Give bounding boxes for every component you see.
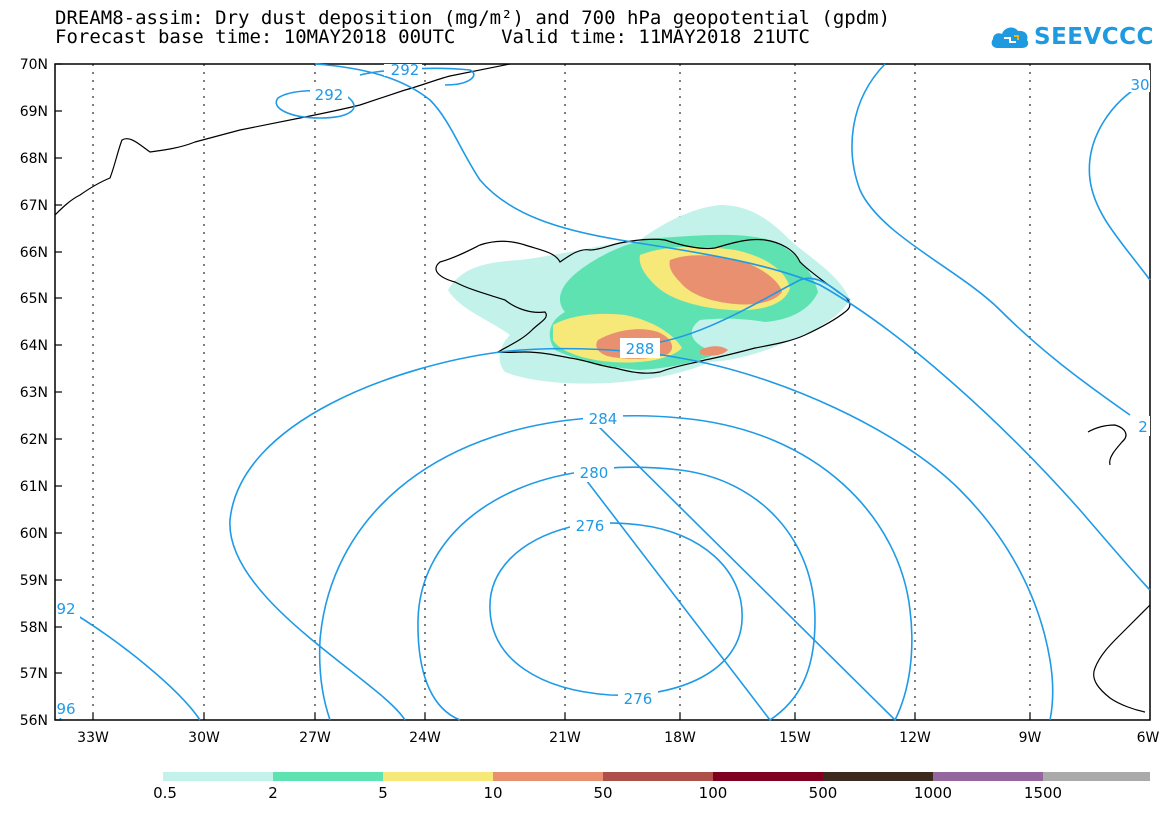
lat-label: 58N: [20, 620, 48, 636]
lat-label: 59N: [20, 573, 48, 589]
contour-288-upper: [639, 277, 851, 346]
lat-label: 66N: [20, 245, 48, 261]
legend-label: 10: [483, 784, 503, 802]
gridlines: [92, 64, 1031, 720]
contour-label-group: 292 292 30 288 284 280 276 276 92 96 2: [56, 61, 1150, 718]
iceland-coast: [435, 238, 851, 374]
contour-292-top: [359, 67, 475, 86]
norway-coast-north: [1087, 424, 1127, 466]
legend-swatch: [603, 772, 713, 781]
map-title-line2: Forecast base time: 10MAY2018 00UTC Vali…: [55, 26, 810, 48]
map-title-line1: DREAM8-assim: Dry dust deposition (mg/m²…: [55, 7, 891, 29]
contour-284: [318, 414, 913, 722]
lat-label: 56N: [20, 713, 48, 729]
legend-label: 50: [593, 784, 613, 802]
lon-label: 21W: [549, 730, 581, 746]
contour-label-296: 96: [56, 700, 75, 718]
contour-label-292-west: 92: [56, 600, 75, 618]
contour-276: [489, 522, 743, 696]
lon-label: 12W: [899, 730, 931, 746]
legend-label: 500: [808, 784, 838, 802]
tick-marks: [55, 63, 1031, 721]
contour-label-276-bottom: 276: [624, 690, 653, 708]
legend-label: 1000: [913, 784, 953, 802]
contour-292: [59, 604, 201, 721]
dust-level-10-east: [700, 346, 728, 356]
contour-label-280: 280: [580, 464, 609, 482]
contour-label-292-top: 292: [391, 61, 420, 79]
lat-label: 64N: [20, 338, 48, 354]
legend-label: 0.5: [153, 784, 177, 802]
legend-swatch: [383, 772, 493, 781]
legend-swatch: [273, 772, 383, 781]
lat-label: 60N: [20, 526, 48, 542]
legend-swatch: [163, 772, 273, 781]
legend-label: 2: [268, 784, 278, 802]
latitude-labels: 70N 69N 68N 67N 66N 65N 64N 63N 62N 61N …: [20, 57, 48, 729]
coastlines: [54, 63, 1151, 713]
contour-292-closed: [275, 89, 355, 119]
lat-label: 65N: [20, 291, 48, 307]
lat-label: 68N: [20, 151, 48, 167]
contour-300: [851, 63, 1131, 416]
lat-label: 57N: [20, 666, 48, 682]
contour-label-284: 284: [589, 410, 618, 428]
legend-label: 5: [378, 784, 388, 802]
legend-label: 1500: [1023, 784, 1063, 802]
lon-label: 6W: [1137, 730, 1160, 746]
lon-label: 15W: [779, 730, 811, 746]
cloud-logo-icon: [991, 27, 1029, 48]
contour-280: [417, 466, 816, 722]
lat-label: 62N: [20, 432, 48, 448]
norway-coast-south: [1093, 604, 1151, 713]
geopotential-contours: [59, 63, 1151, 722]
lat-label: 61N: [20, 479, 48, 495]
dust-deposition-shading: [448, 205, 850, 384]
lon-label: 24W: [409, 730, 441, 746]
legend-swatch: [823, 772, 933, 781]
longitude-labels: 33W 30W 27W 24W 21W 18W 15W 12W 9W 6W: [77, 730, 1159, 746]
legend-swatch: [933, 772, 1043, 781]
legend-labels: 0.5 2 5 10 50 100 500 1000 1500: [0, 784, 1175, 804]
lon-label: 18W: [664, 730, 696, 746]
contour-292-north-left: [314, 63, 1151, 591]
map-frame: [54, 63, 1151, 721]
contour-label-288: 288: [626, 340, 655, 358]
legend-swatch: [1043, 772, 1150, 781]
lat-label: 70N: [20, 57, 48, 73]
contour-label-276-top: 276: [576, 517, 605, 535]
contour-300-east: [1088, 79, 1151, 281]
legend-label: 100: [698, 784, 728, 802]
lon-label: 27W: [299, 730, 331, 746]
lat-label: 63N: [20, 385, 48, 401]
logo-text: SEEVCCC: [1034, 24, 1154, 50]
greenland-coast: [54, 63, 511, 216]
legend-colorbar: [163, 772, 1150, 781]
lon-label: 33W: [77, 730, 109, 746]
contour-label-292-closed: 292: [315, 86, 344, 104]
lon-label: 9W: [1019, 730, 1042, 746]
contour-label-292-east: 2: [1138, 418, 1148, 436]
contour-label-300: 30: [1130, 76, 1149, 94]
lat-label: 67N: [20, 198, 48, 214]
dust-level-10-north: [669, 255, 782, 305]
seevccc-logo: SEEVCCC: [990, 20, 1154, 54]
lon-label: 30W: [188, 730, 220, 746]
lat-label: 69N: [20, 104, 48, 120]
legend-swatch: [493, 772, 603, 781]
legend-swatch: [713, 772, 823, 781]
